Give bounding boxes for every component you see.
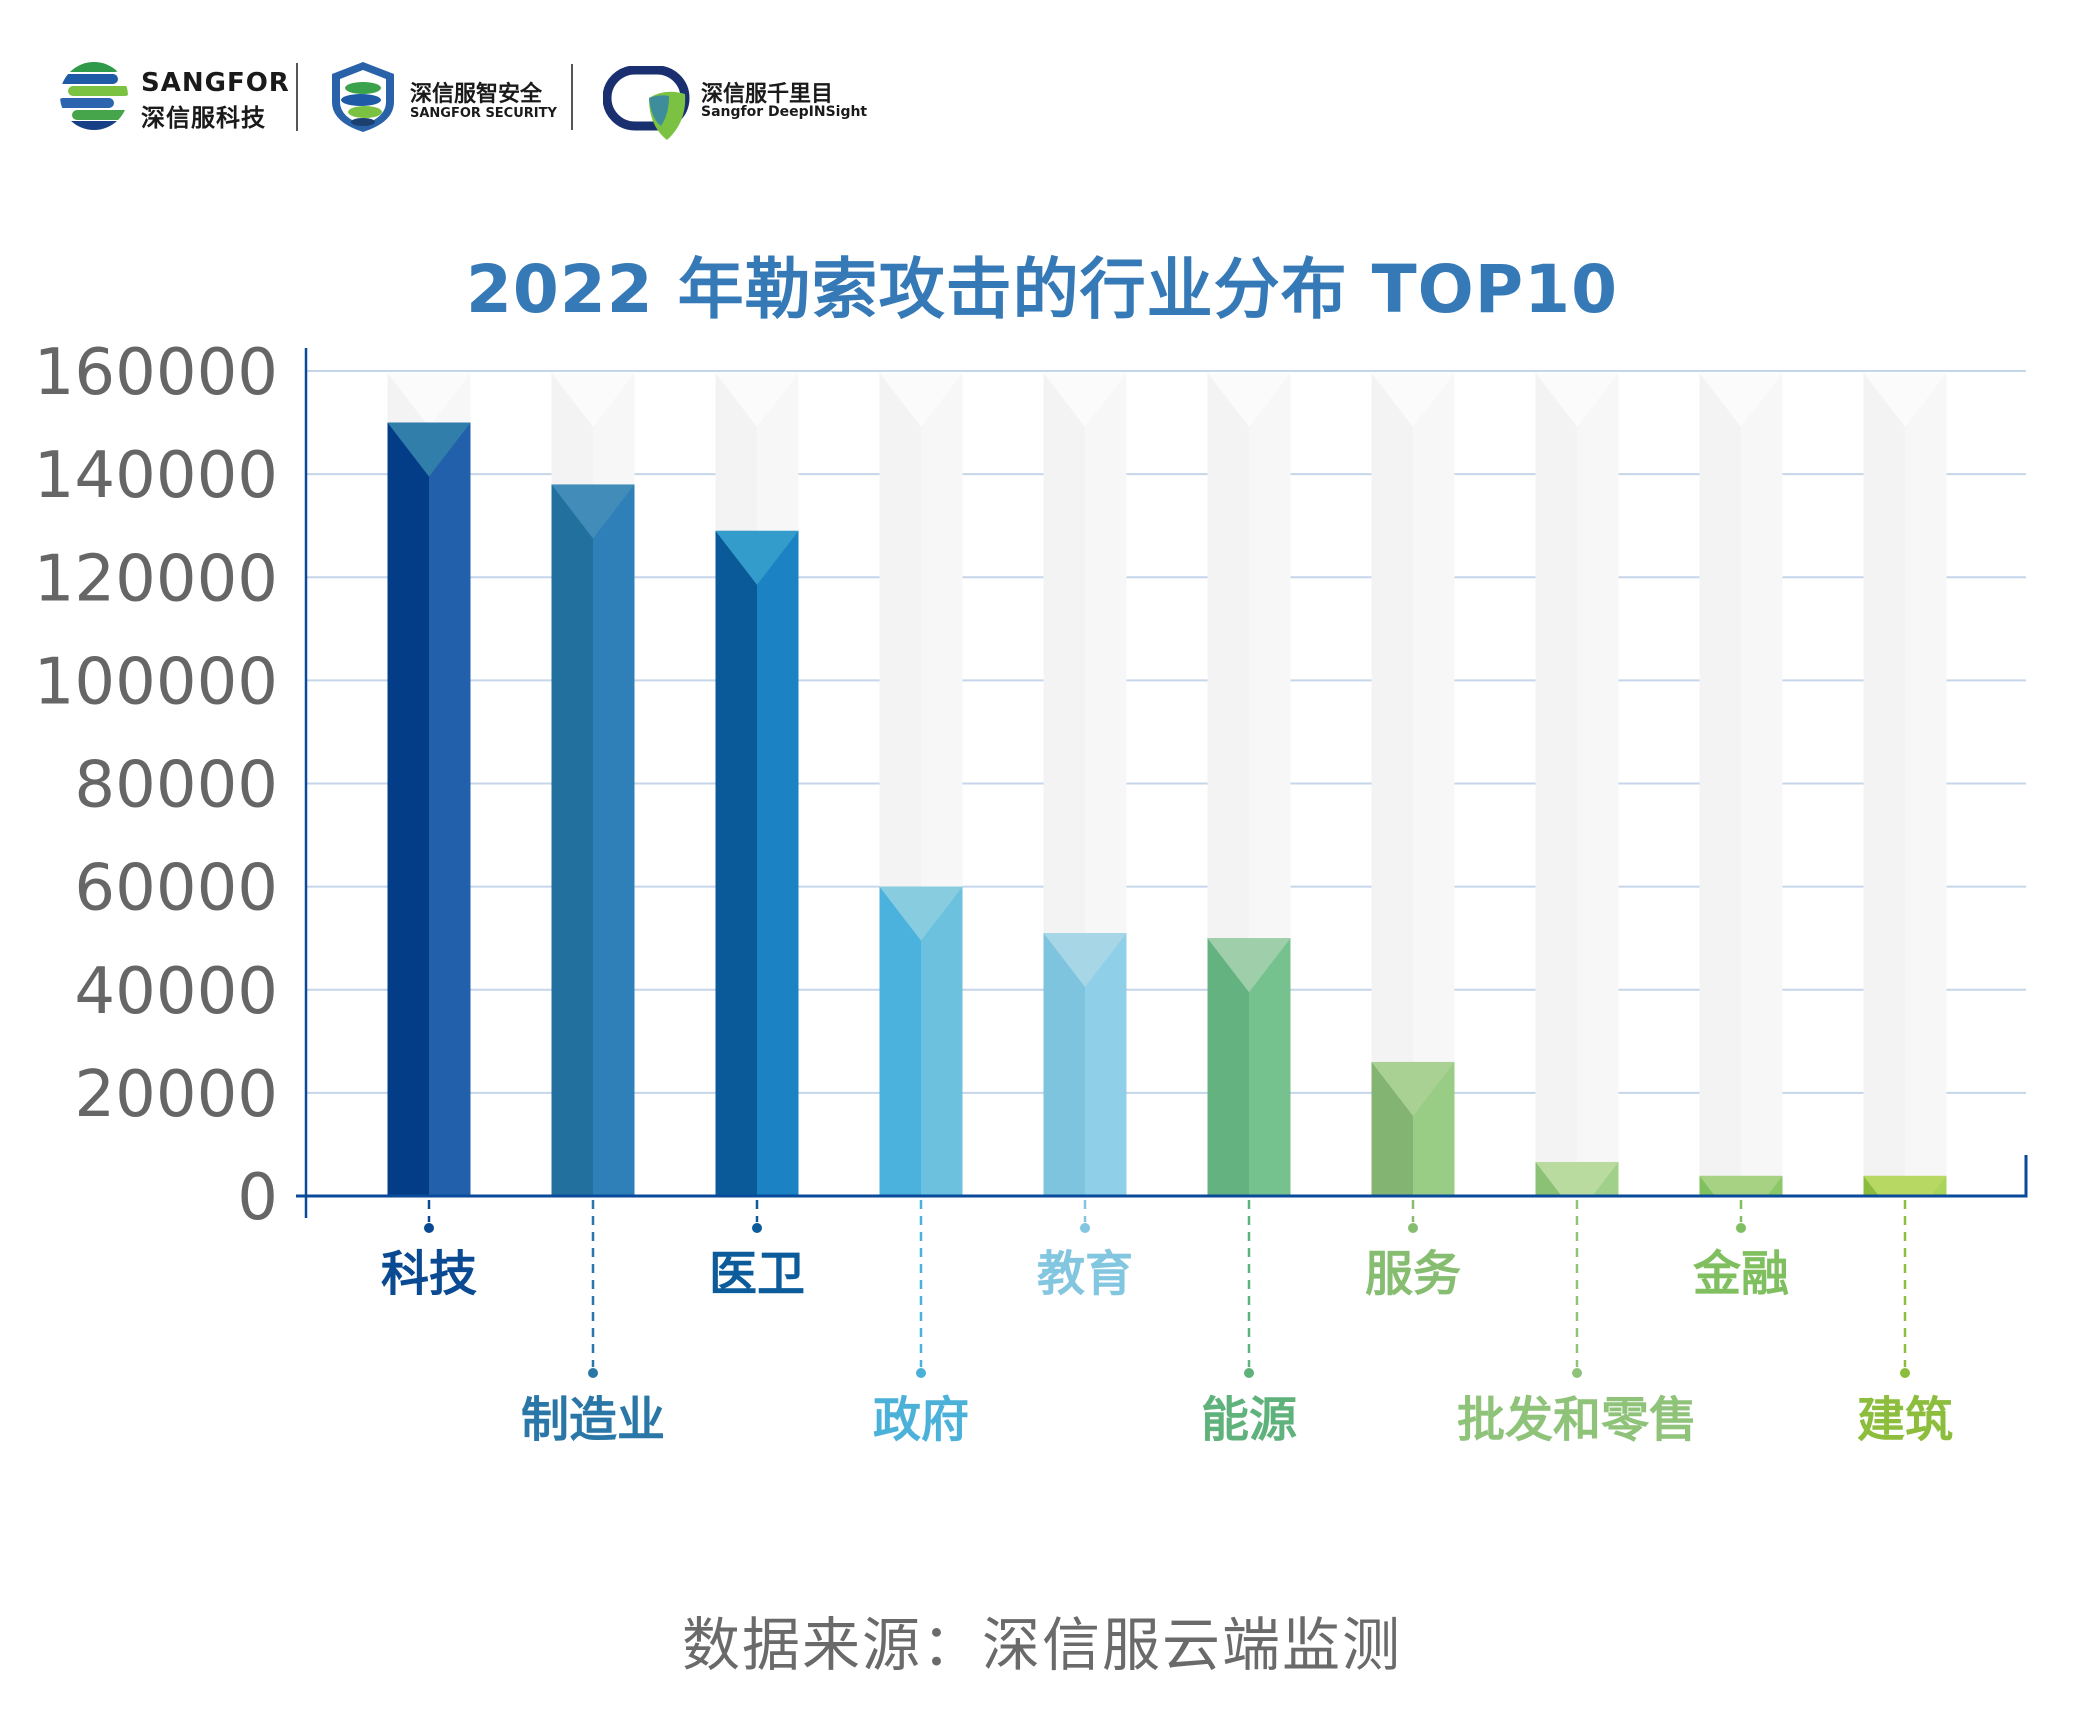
y-tick-label: 140000 — [34, 439, 278, 513]
bar-background-left — [1371, 373, 1413, 1196]
bar-background-left — [1699, 373, 1741, 1196]
security-logo-line1: 深信服智安全 — [410, 82, 543, 107]
security-logo-line2: SANGFOR SECURITY — [410, 106, 557, 121]
header-logos: SANGFOR 深信服科技 深信服智安全 SANGFOR SECURITY 深信… — [0, 0, 900, 160]
deepinsight-logo-line1: 深信服千里目 — [701, 82, 834, 107]
leader-dot — [424, 1223, 434, 1233]
x-axis-label: 制造业 — [521, 1392, 665, 1448]
bar-cap — [387, 422, 471, 477]
bar-background-cap — [1863, 373, 1947, 427]
bar-background-cap — [1207, 373, 1291, 427]
deepinsight-ring-icon — [602, 65, 690, 140]
leader-dot — [752, 1223, 762, 1233]
axes — [296, 348, 2028, 1218]
bar-right-face — [429, 422, 471, 1196]
shield-icon — [332, 62, 394, 132]
chart-title: 2022 年勒索攻击的行业分布 TOP10 — [466, 251, 1618, 328]
bar-cap — [1535, 1161, 1619, 1196]
x-axis-label: 科技 — [381, 1246, 477, 1302]
bar-background-cap — [1371, 373, 1455, 427]
x-axis-label: 医卫 — [709, 1246, 805, 1302]
leader-dot — [1080, 1223, 1090, 1233]
leader-dot — [588, 1368, 598, 1378]
bar-cap — [1371, 1061, 1455, 1116]
bar-background-left — [1535, 373, 1577, 1196]
sangfor-security-logo — [328, 60, 398, 138]
x-axis-label: 能源 — [1201, 1392, 1297, 1448]
bar-background-cap — [387, 373, 471, 427]
y-tick-label: 80000 — [74, 749, 278, 823]
bar-background-right — [1741, 373, 1783, 1196]
bars — [387, 422, 1947, 1196]
bar-left-face — [551, 484, 593, 1196]
y-tick-label: 0 — [237, 1161, 278, 1235]
leader-dot — [1572, 1368, 1582, 1378]
y-tick-label: 160000 — [34, 336, 278, 410]
y-tick-label: 40000 — [74, 955, 278, 1029]
bar-background-cap — [1535, 373, 1619, 427]
x-axis-label: 服务 — [1365, 1246, 1461, 1302]
bar-cap — [1043, 933, 1127, 988]
sangfor-globe-icon — [60, 62, 128, 130]
x-axis-label: 政府 — [873, 1392, 969, 1448]
x-axis-label: 批发和零售 — [1457, 1392, 1697, 1448]
leader-dot — [1408, 1223, 1418, 1233]
bar-left-face — [715, 530, 757, 1196]
bar-right-face — [593, 484, 635, 1196]
leader-dot — [1900, 1368, 1910, 1378]
leader-dot — [1244, 1368, 1254, 1378]
bar-left-face — [879, 886, 921, 1196]
bar-background-cap — [1043, 373, 1127, 427]
deepinsight-logo — [602, 65, 695, 146]
bar-background-right — [1577, 373, 1619, 1196]
data-source-note: 数据来源：深信服云端监测 — [681, 1611, 1402, 1679]
bar-cap — [879, 886, 963, 941]
bar-background-cap — [551, 373, 635, 427]
y-axis-ticks: 0 20000 40000 60000 80000 100000 120000 140000 1… — [34, 336, 278, 1235]
bar-cap — [715, 530, 799, 585]
bar-right-face — [921, 886, 963, 1196]
x-axis-label: 建筑 — [1857, 1392, 1953, 1448]
bar-background-left — [1863, 373, 1905, 1196]
bar-cap — [1699, 1175, 1783, 1196]
y-tick-label: 100000 — [34, 645, 278, 719]
bar-cap — [1207, 938, 1291, 993]
bar-background-right — [1905, 373, 1947, 1196]
bar-left-face — [387, 422, 429, 1196]
bar-background-cap — [715, 373, 799, 427]
x-axis-label: 教育 — [1037, 1246, 1133, 1302]
deepinsight-logo-line2: Sangfor DeepINSight — [701, 104, 868, 120]
bar-cap — [1863, 1175, 1947, 1196]
bar-cap — [551, 484, 635, 539]
y-tick-label: 120000 — [34, 542, 278, 616]
y-tick-label: 20000 — [74, 1058, 278, 1132]
logo-divider — [571, 64, 573, 130]
bar-background-right — [1413, 373, 1455, 1196]
bar-background-cap — [879, 373, 963, 427]
bar-right-face — [757, 530, 799, 1196]
sangfor-logo-line2: 深信服科技 — [141, 104, 266, 132]
y-tick-label: 60000 — [74, 852, 278, 926]
sangfor-logo — [58, 60, 130, 136]
leader-dot — [1736, 1223, 1746, 1233]
leader-dot — [916, 1368, 926, 1378]
sangfor-logo-line1: SANGFOR — [141, 68, 290, 98]
logo-divider — [296, 63, 298, 131]
x-axis-label: 金融 — [1692, 1246, 1789, 1302]
bar-background-cap — [1699, 373, 1783, 427]
